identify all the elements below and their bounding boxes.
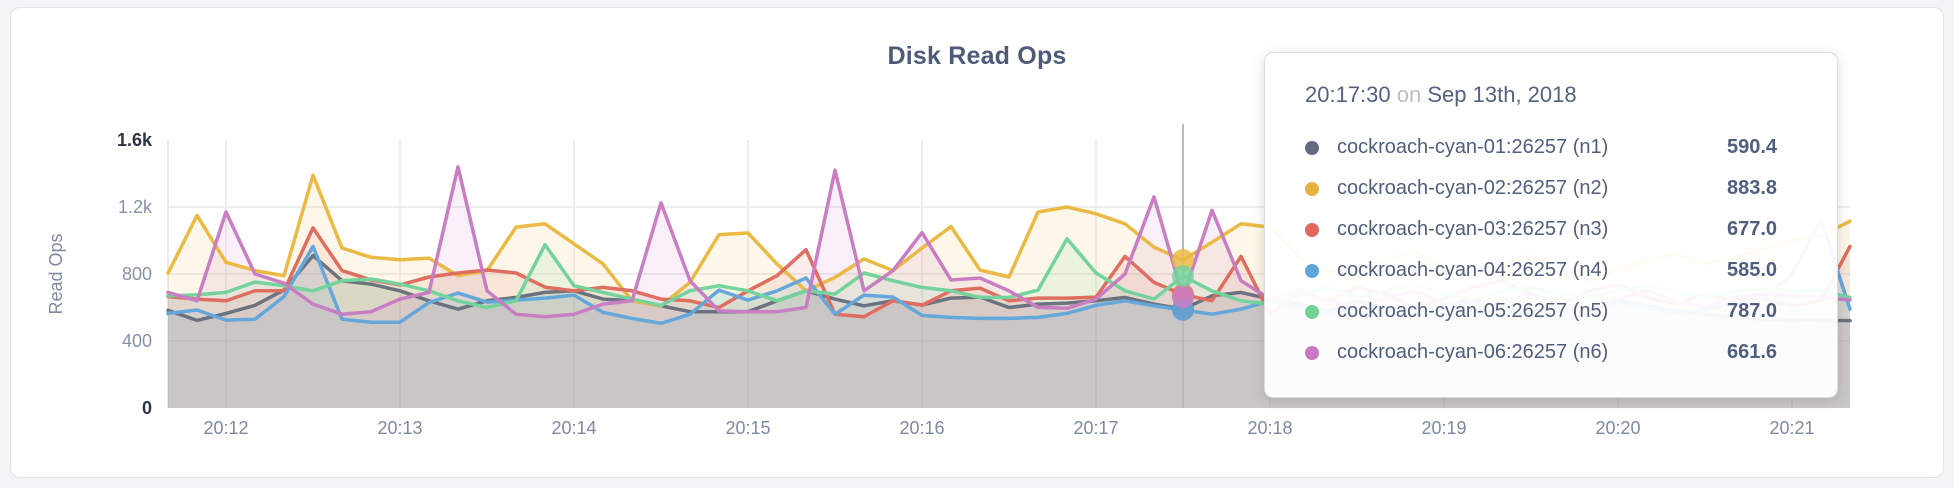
svg-text:20:15: 20:15 [725,418,770,438]
x-axis-ticks: 20:12 20:13 20:14 20:15 20:16 20:17 20:18 20:19… [203,418,1814,438]
svg-text:400: 400 [122,331,152,351]
series-color-dot [1305,263,1319,278]
svg-text:20:19: 20:19 [1421,418,1466,438]
y-axis-label: Read Ops [46,233,66,314]
svg-text:20:14: 20:14 [551,418,596,438]
series-value: 585.0 [1727,259,1778,281]
hover-tooltip: 20:17:30 on Sep 13th, 2018 cockroach-cya… [1264,52,1838,398]
series-color-dot [1305,140,1319,155]
series-label: cockroach-cyan-03:26257 (n3) [1337,218,1609,240]
series-value: 661.6 [1727,341,1778,363]
svg-text:20:17: 20:17 [1073,418,1118,438]
svg-text:20:20: 20:20 [1595,418,1640,438]
tooltip-conjunction: on [1396,82,1422,107]
series-label: cockroach-cyan-01:26257 (n1) [1337,136,1609,158]
series-value: 787.0 [1727,300,1778,322]
y-axis-ticks: 0 400 800 1.2k 1.6k [117,130,153,418]
svg-text:1.6k: 1.6k [117,130,153,150]
series-label: cockroach-cyan-02:26257 (n2) [1337,177,1609,199]
tooltip-series-row: cockroach-cyan-03:26257 (n3) 677.0 [1305,209,1811,250]
series-value: 590.4 [1727,136,1778,158]
tooltip-date: Sep 13th, 2018 [1427,82,1577,107]
svg-text:1.2k: 1.2k [118,197,153,217]
tooltip-rows: cockroach-cyan-01:26257 (n1) 590.4 cockr… [1305,127,1811,373]
series-color-dot [1305,304,1319,319]
series-value: 677.0 [1727,218,1778,240]
series-label: cockroach-cyan-05:26257 (n5) [1337,300,1609,322]
series-color-dot [1305,222,1319,237]
svg-text:20:21: 20:21 [1769,418,1814,438]
tooltip-header: 20:17:30 on Sep 13th, 2018 [1305,79,1811,111]
series-color-dot [1305,345,1319,360]
series-color-dot [1305,181,1319,196]
hover-dots [1172,249,1194,321]
chart-title: Disk Read Ops [887,42,1067,70]
series-label: cockroach-cyan-06:26257 (n6) [1337,341,1609,363]
series-label: cockroach-cyan-04:26257 (n4) [1337,259,1609,281]
svg-text:800: 800 [122,264,152,284]
tooltip-series-row: cockroach-cyan-04:26257 (n4) 585.0 [1305,250,1811,291]
svg-text:20:18: 20:18 [1247,418,1292,438]
svg-text:20:16: 20:16 [899,418,944,438]
tooltip-series-row: cockroach-cyan-06:26257 (n6) 661.6 [1305,332,1811,373]
svg-text:20:12: 20:12 [203,418,248,438]
series-value: 883.8 [1727,177,1778,199]
tooltip-series-row: cockroach-cyan-05:26257 (n5) 787.0 [1305,291,1811,332]
tooltip-series-row: cockroach-cyan-02:26257 (n2) 883.8 [1305,168,1811,209]
svg-text:0: 0 [142,398,152,418]
svg-text:20:13: 20:13 [377,418,422,438]
tooltip-time: 20:17:30 [1305,82,1391,107]
tooltip-series-row: cockroach-cyan-01:26257 (n1) 590.4 [1305,127,1811,168]
